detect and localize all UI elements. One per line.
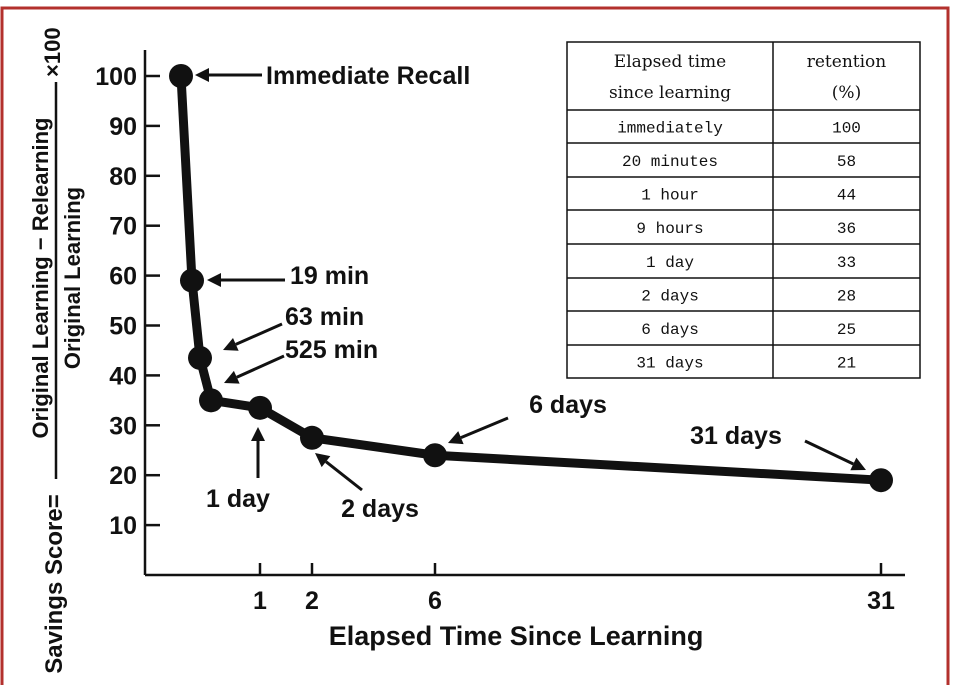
annotation-arrowhead <box>448 431 464 445</box>
y-tick-label: 30 <box>109 412 137 440</box>
table-cell-retention: 58 <box>837 153 856 171</box>
table-cell-time: 1 day <box>646 254 694 272</box>
table-cell-retention: 33 <box>837 254 856 272</box>
y-axis-title-denominator: Original Learning <box>60 187 85 369</box>
annotation-label: 1 day <box>206 485 270 513</box>
table-cell-time: 20 minutes <box>622 153 718 171</box>
y-axis-title-prefix: Savings Score= <box>41 494 68 673</box>
table-cell-time: 31 days <box>636 355 703 373</box>
annotation-arrowhead <box>850 457 866 471</box>
table-cell-time: 6 days <box>641 321 699 339</box>
annotation-label: 31 days <box>690 422 782 450</box>
annotation-label: 6 days <box>529 391 607 419</box>
annotation-arrow <box>325 460 363 492</box>
annotation-arrowhead <box>315 453 331 468</box>
annotation-label: Immediate Recall <box>266 62 470 90</box>
annotation-label: 525 min <box>285 336 378 364</box>
data-point <box>188 345 212 370</box>
table-cell-retention: 28 <box>837 288 856 306</box>
y-tick-label: 60 <box>109 263 137 291</box>
x-axis-title: Elapsed Time Since Learning <box>329 621 704 651</box>
table-cell-retention: 36 <box>837 220 856 238</box>
table-cell-retention: 44 <box>837 187 856 205</box>
y-tick-label: 10 <box>109 512 137 540</box>
table-cell-retention: 100 <box>832 120 861 138</box>
annotation-arrowhead <box>195 68 209 82</box>
data-point <box>169 64 193 88</box>
x-tick-label: 31 <box>867 587 895 615</box>
annotation-arrow <box>460 416 509 440</box>
table-header-cell: since learning <box>609 83 731 103</box>
table-cell-time: immediately <box>617 120 723 138</box>
data-point <box>423 443 447 468</box>
annotation-arrowhead <box>224 370 240 384</box>
y-tick-label: 100 <box>95 63 137 91</box>
data-point <box>869 468 893 493</box>
y-tick-label: 20 <box>109 462 137 490</box>
table-cell-time: 9 hours <box>636 220 703 238</box>
table-header-cell: retention <box>807 52 887 72</box>
y-tick-label: 70 <box>109 213 137 241</box>
table-header-cell: Elapsed time <box>614 52 726 72</box>
y-axis-title-suffix: ×100 <box>40 27 65 77</box>
annotation-label: 19 min <box>290 262 369 290</box>
table-cell-time: 1 hour <box>641 187 699 205</box>
annotation-arrow <box>804 439 855 466</box>
annotation-arrowhead <box>251 427 265 441</box>
y-tick-label: 90 <box>109 113 137 141</box>
table-cell-time: 2 days <box>641 288 699 306</box>
data-point <box>180 268 204 293</box>
annotation-label: 63 min <box>285 303 364 331</box>
forgetting-curve-line <box>176 71 886 485</box>
data-point <box>300 425 324 450</box>
data-point <box>248 395 272 420</box>
annotation-arrow <box>236 354 285 379</box>
y-axis-title: Savings Score= Original Learning − Relear… <box>28 27 85 673</box>
annotation-arrowhead <box>223 337 239 351</box>
table-cell-retention: 25 <box>837 321 856 339</box>
table-cell-retention: 21 <box>837 355 856 373</box>
annotation-label: 2 days <box>341 495 419 523</box>
y-axis-title-numerator: Original Learning − Relearning <box>28 118 53 439</box>
x-tick-label: 1 <box>253 587 267 615</box>
data-point <box>199 388 223 413</box>
y-tick-label: 80 <box>109 163 137 191</box>
frame-border <box>0 6 950 685</box>
x-tick-label: 2 <box>305 587 319 615</box>
x-tick-label: 6 <box>428 587 442 615</box>
annotation-arrow <box>235 322 283 346</box>
annotation-arrowhead <box>207 273 221 287</box>
table-header-cell: (%) <box>832 83 861 103</box>
y-tick-label: 50 <box>109 313 137 341</box>
y-tick-label: 40 <box>109 362 137 390</box>
